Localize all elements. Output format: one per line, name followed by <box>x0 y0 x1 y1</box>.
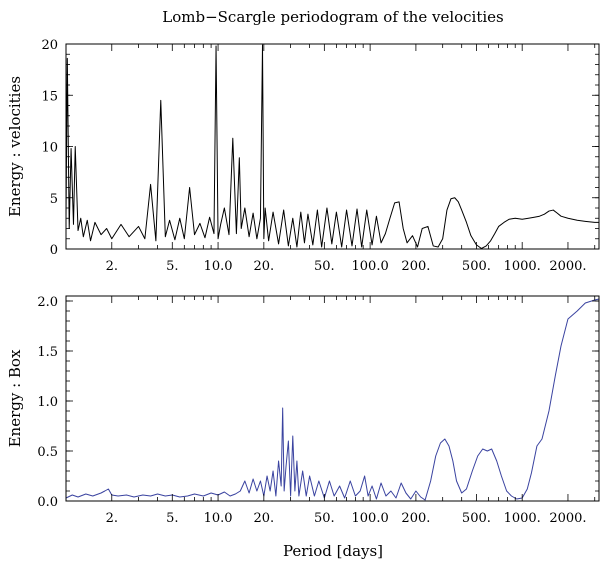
box-series-line <box>65 298 600 501</box>
velocities-x-tick-label: 500. <box>462 259 491 274</box>
box-y-tick-label: 1.5 <box>37 345 58 360</box>
figure-xlabel: Period [days] <box>283 542 383 560</box>
velocities-series-line <box>65 44 599 249</box>
velocities-x-tick-label: 10.0 <box>204 259 233 274</box>
box-y-tick-label: 0.0 <box>37 495 58 510</box>
box-x-tick-label: 100.0 <box>352 511 389 526</box>
box-x-tick-label: 20. <box>253 511 274 526</box>
velocities-y-tick-label: 5 <box>50 192 58 207</box>
box-x-tick-label: 50. <box>314 511 335 526</box>
velocities-x-tick-label: 100.0 <box>352 259 389 274</box>
box-x-tick-label: 2. <box>106 511 118 526</box>
plot-box: 2. 5. 10.0 20. 50. 100.0 200. 500. 1000. 2000. 0.0… <box>6 295 600 526</box>
plot-velocities-frame <box>65 43 600 250</box>
box-x-tick-label: 200. <box>401 511 430 526</box>
velocities-y-tick-label: 0 <box>50 243 58 258</box>
velocities-x-tick-label: 5. <box>166 259 178 274</box>
velocities-y-tick-label: 10 <box>41 141 58 156</box>
box-x-tick-label: 500. <box>462 511 491 526</box>
velocities-axes-group: 2. 5. 10.0 20. 50. 100.0 200. 500. 1000. 2000. 0 5 1… <box>41 38 599 274</box>
velocities-y-tick-label: 20 <box>41 38 58 53</box>
velocities-y-tick-label: 15 <box>41 89 58 104</box>
box-ylabel: Energy : Box <box>6 349 24 447</box>
plot-velocities: 2. 5. 10.0 20. 50. 100.0 200. 500. 1000. 2000. 0 5 1… <box>6 38 600 274</box>
box-axes-group: 2. 5. 10.0 20. 50. 100.0 200. 500. 1000. 2000. 0.0… <box>37 295 599 526</box>
velocities-x-tick-label: 2. <box>106 259 118 274</box>
velocities-x-tick-label: 2000. <box>549 259 586 274</box>
box-x-tick-label: 2000. <box>549 511 586 526</box>
box-x-tick-label: 10.0 <box>204 511 233 526</box>
velocities-x-tick-label: 20. <box>253 259 274 274</box>
velocities-x-tick-label: 50. <box>314 259 335 274</box>
velocities-series-group <box>65 44 599 249</box>
velocities-ylabel: Energy : velocities <box>6 76 24 217</box>
box-y-tick-label: 1.0 <box>37 395 58 410</box>
figure-title: Lomb−Scargle periodogram of the velociti… <box>162 8 504 26</box>
box-x-tick-label: 5. <box>166 511 178 526</box>
box-series-group <box>65 298 600 501</box>
box-y-tick-label: 0.5 <box>37 445 58 460</box>
velocities-x-tick-label: 200. <box>401 259 430 274</box>
box-y-tick-label: 2.0 <box>37 295 58 310</box>
plot-box-frame <box>65 295 600 502</box>
box-x-tick-label: 1000. <box>504 511 541 526</box>
velocities-x-tick-label: 1000. <box>504 259 541 274</box>
